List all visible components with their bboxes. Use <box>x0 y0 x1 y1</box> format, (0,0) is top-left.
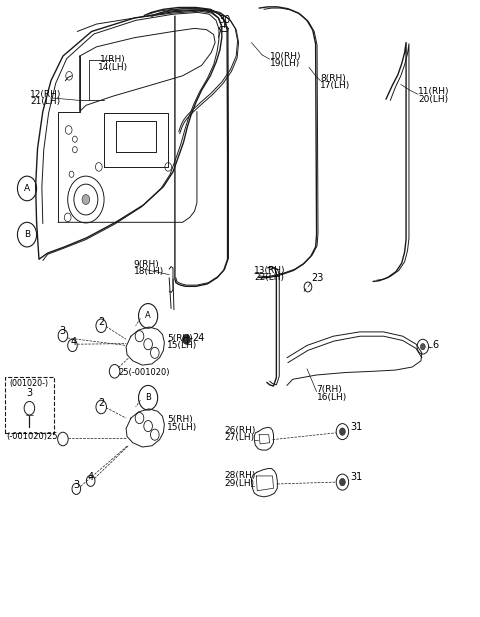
Text: 27(LH): 27(LH) <box>225 433 255 442</box>
Text: 15(LH): 15(LH) <box>167 423 197 432</box>
Text: 31: 31 <box>350 472 362 482</box>
Text: B: B <box>24 230 30 239</box>
Text: 22(LH): 22(LH) <box>254 273 284 282</box>
Text: A: A <box>24 184 30 193</box>
Text: 13(RH): 13(RH) <box>254 266 286 275</box>
Text: 7(RH): 7(RH) <box>317 385 342 394</box>
Text: A: A <box>145 312 151 320</box>
Text: 15(LH): 15(LH) <box>167 341 197 350</box>
Text: 2: 2 <box>98 317 104 327</box>
Text: 16(LH): 16(LH) <box>317 392 347 402</box>
Text: 9(RH): 9(RH) <box>134 260 159 268</box>
Text: 17(LH): 17(LH) <box>321 81 351 90</box>
Text: 14(LH): 14(LH) <box>98 63 128 72</box>
Text: 6: 6 <box>432 341 439 350</box>
Text: 8(RH): 8(RH) <box>321 74 346 83</box>
Text: 12(RH): 12(RH) <box>30 89 62 99</box>
Text: 23: 23 <box>311 273 323 283</box>
Text: 19(LH): 19(LH) <box>270 59 300 68</box>
Text: 24: 24 <box>192 333 204 343</box>
Text: 2: 2 <box>98 399 104 408</box>
Text: 25(-001020): 25(-001020) <box>119 368 170 377</box>
Circle shape <box>82 194 90 204</box>
Text: 29(LH): 29(LH) <box>225 479 255 488</box>
Text: 3: 3 <box>26 389 33 399</box>
Text: 4: 4 <box>88 472 94 482</box>
Text: 18(LH): 18(LH) <box>134 267 164 276</box>
Text: (-001020)25: (-001020)25 <box>6 432 58 441</box>
Text: 26(RH): 26(RH) <box>225 426 256 435</box>
Text: 11(RH): 11(RH) <box>418 87 450 96</box>
Text: 30: 30 <box>218 15 231 25</box>
Circle shape <box>339 478 345 486</box>
Text: 21(LH): 21(LH) <box>30 97 60 106</box>
Circle shape <box>339 428 345 436</box>
Circle shape <box>182 334 190 344</box>
Text: 1(RH): 1(RH) <box>100 56 126 64</box>
Text: 3: 3 <box>73 480 79 490</box>
Text: B: B <box>145 393 151 402</box>
Text: 5(RH): 5(RH) <box>167 334 193 342</box>
Text: (001020-): (001020-) <box>10 379 49 388</box>
Text: 5(RH): 5(RH) <box>167 415 193 424</box>
Text: 31: 31 <box>350 421 362 432</box>
Text: 4: 4 <box>71 337 76 347</box>
Text: 28(RH): 28(RH) <box>225 471 256 481</box>
Text: 20(LH): 20(LH) <box>418 94 448 104</box>
Text: 10(RH): 10(RH) <box>270 52 301 60</box>
Text: 3: 3 <box>59 326 65 336</box>
Circle shape <box>420 344 425 350</box>
